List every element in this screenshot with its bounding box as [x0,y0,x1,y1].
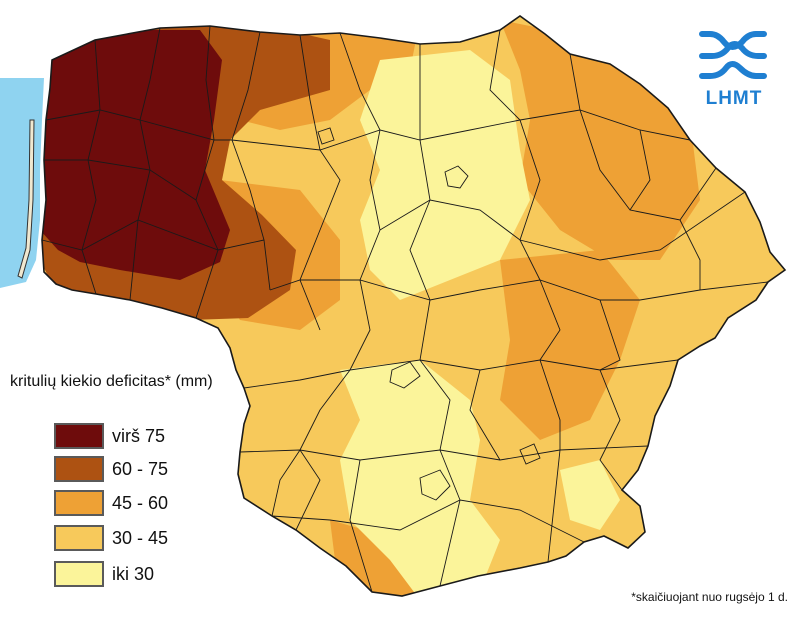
zone-under-30-central [360,50,530,300]
legend-label: 60 - 75 [112,458,169,479]
zone-over-75 [42,30,230,280]
legend-item-under-30: iki 30 [54,559,154,589]
legend-label: 45 - 60 [112,492,169,513]
legend-swatch [54,423,104,449]
legend-item-over-75: virš 75 [54,421,165,451]
zone-under-30-east [560,460,620,530]
legend-item-60-75: 60 - 75 [54,454,168,484]
legend-swatch [54,561,104,587]
legend-item-45-60: 45 - 60 [54,488,168,518]
legend-label: 30 - 45 [112,527,169,548]
municipal-boundaries [41,25,769,593]
lhmt-logo-icon [699,31,767,79]
country-outline [41,15,787,597]
zone-45-60-northeast [500,20,700,260]
legend-title: kritulių kiekio deficitas* (mm) [10,373,213,390]
legend-label: virš 75 [112,425,166,446]
city-boundaries [317,127,541,501]
legend-label: iki 30 [112,563,155,584]
legend-swatch [54,490,104,516]
curonian-spit [17,119,35,279]
legend-swatch [54,456,104,482]
zone-45-60-east [500,250,640,440]
legend-item-30-45: 30 - 45 [54,523,168,553]
legend-swatch [54,525,104,551]
footnote: *skaičiuojant nuo rugsėjo 1 d. [631,590,788,604]
logo-text: LHMT [705,88,763,109]
sea-area [0,78,44,288]
